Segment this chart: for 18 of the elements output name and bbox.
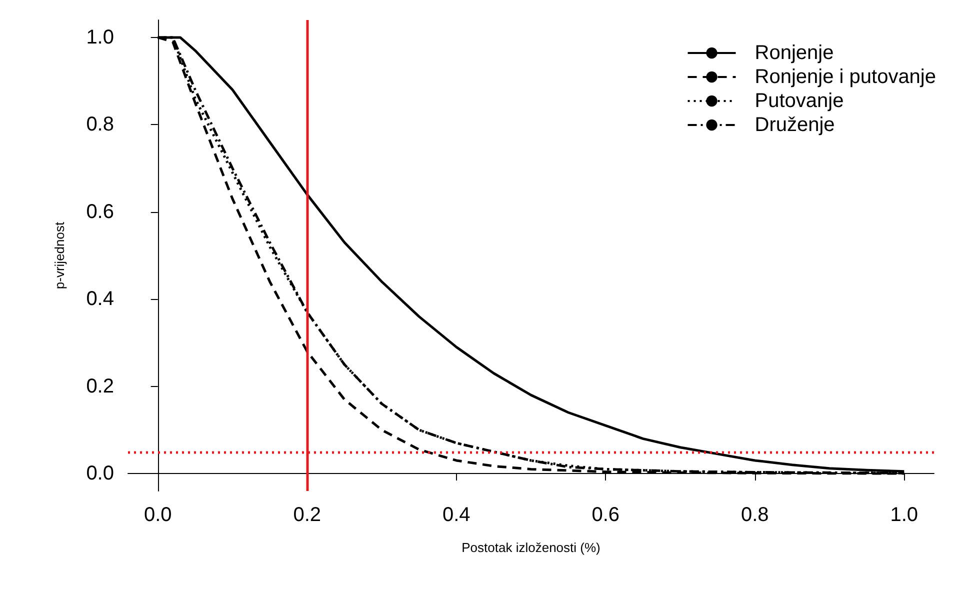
x-tick-label: 0.4 (442, 504, 470, 526)
x-tick-label: 0.0 (144, 504, 172, 526)
y-axis-title: p-vrijednost (52, 222, 67, 290)
legend-label: Ronjenje (754, 42, 834, 64)
legend-label: Putovanje (754, 90, 844, 112)
y-tick-label: 1.0 (86, 26, 114, 48)
y-tick-label: 0.6 (86, 200, 114, 223)
y-tick-label: 0.4 (86, 288, 114, 310)
x-tick-label: 1.0 (890, 504, 918, 526)
y-tick-label: 0.2 (86, 375, 114, 398)
legend-label: Druženje (754, 114, 835, 136)
y-tick-label: 0.0 (86, 462, 114, 485)
x-tick-label: 0.8 (740, 504, 769, 526)
legend-label: Ronjenje i putovanje (754, 66, 936, 88)
x-axis-title: Postotak izloženosti (%) (462, 540, 600, 555)
x-tick-label: 0.2 (293, 504, 322, 526)
x-tick-label: 0.6 (592, 504, 620, 526)
y-tick-label: 0.8 (86, 114, 114, 136)
